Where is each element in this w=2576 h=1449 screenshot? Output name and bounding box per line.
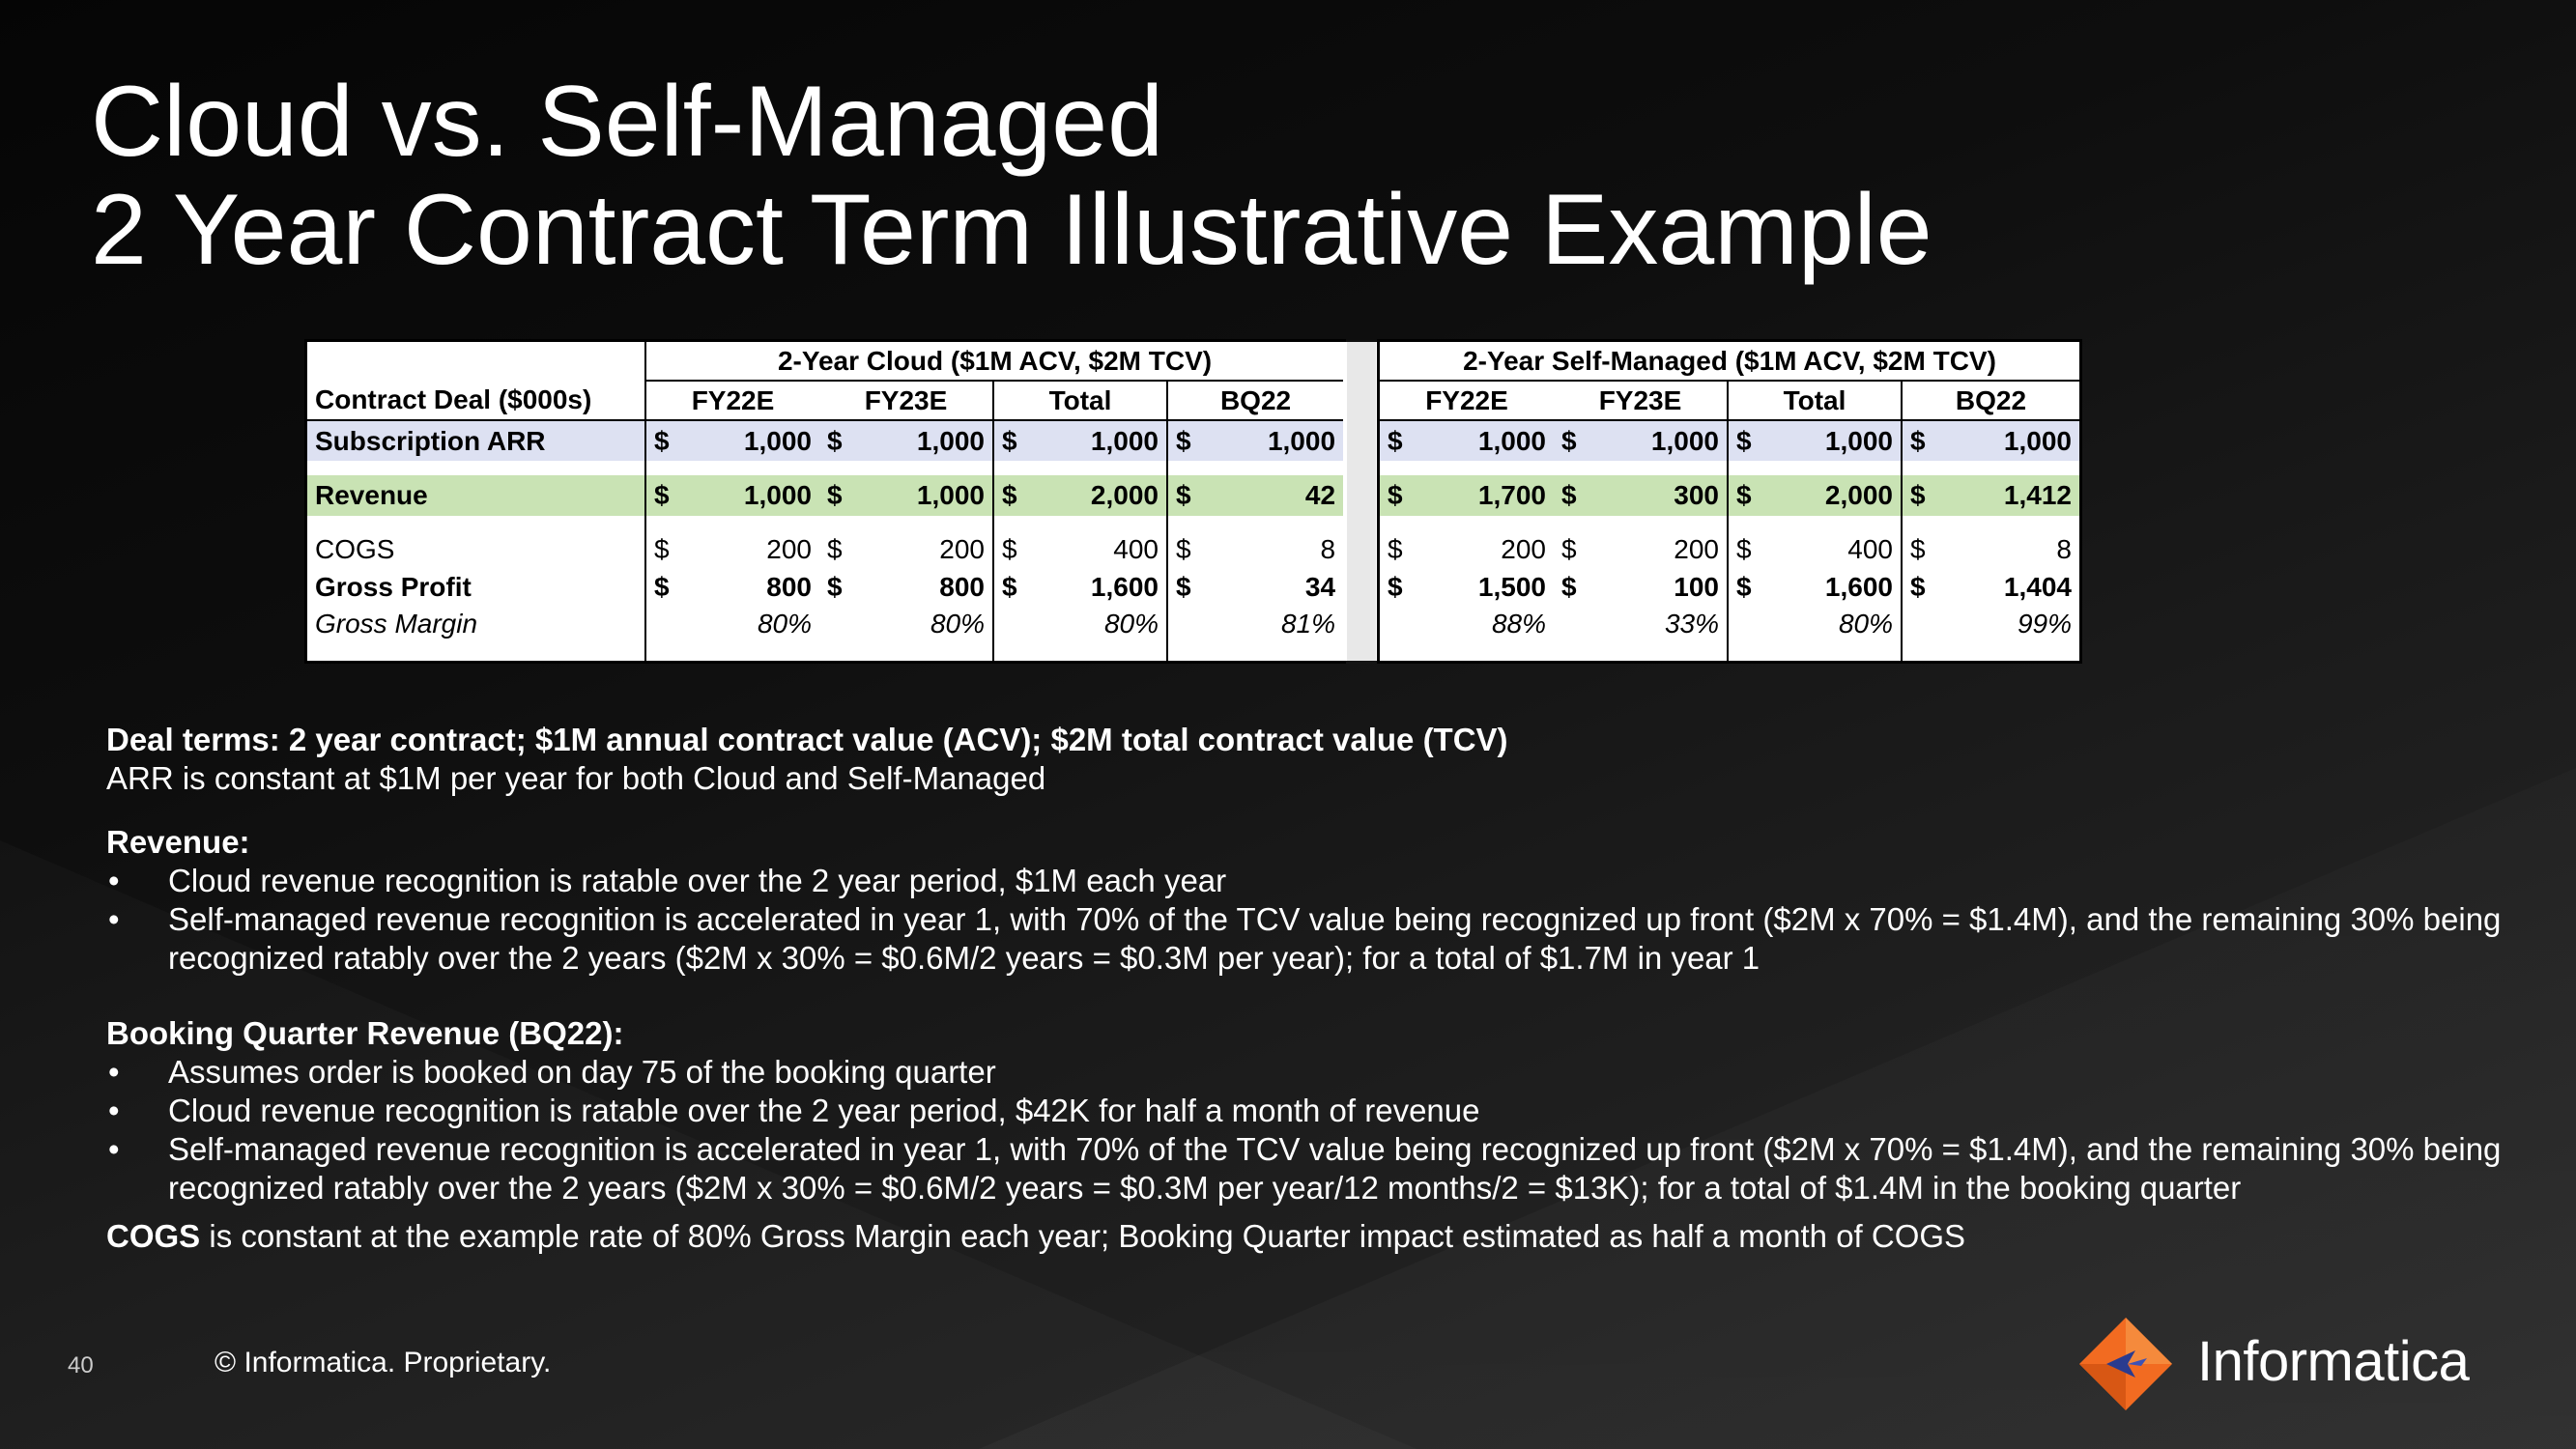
- table-cell: 200: [939, 533, 985, 564]
- table-cell: 8: [2056, 533, 2072, 564]
- cogs-note: COGS is constant at the example rate of …: [106, 1218, 1966, 1254]
- table-cell: 1,600: [1090, 571, 1159, 602]
- list-item: Cloud revenue recognition is ratable ove…: [106, 862, 2522, 900]
- table-cell: 200: [1674, 533, 1719, 564]
- logo-wordmark: Informatica: [2197, 1330, 2470, 1393]
- col-header: Total: [992, 381, 1167, 421]
- informatica-logo: Informatica: [2077, 1310, 2470, 1416]
- table-divider: [1343, 342, 1380, 661]
- table-row: $200 $200 $400 $8: [1380, 529, 2079, 569]
- title-line-2: 2 Year Contract Term Illustrative Exampl…: [91, 174, 1932, 286]
- table-cell: 1,000: [1757, 419, 1902, 462]
- revenue-heading: Revenue:: [106, 824, 250, 860]
- table-row: Revenue $1,000 $1,000 $2,000 $42: [307, 474, 1344, 517]
- table-cell: 1,000: [1409, 419, 1554, 462]
- cloud-table: 2-Year Cloud ($1M ACV, $2M TCV) Contract…: [303, 339, 1347, 664]
- table-cell: 1,000: [848, 419, 993, 462]
- table-cell: 80%: [757, 609, 812, 639]
- table-cell: 42: [1196, 474, 1344, 517]
- table-cell: 1,000: [1931, 419, 2079, 462]
- row-label: COGS: [307, 529, 646, 569]
- row-header-label: Contract Deal ($000s): [307, 381, 646, 421]
- table-cell: 400: [1847, 533, 1893, 564]
- col-header: FY22E: [1380, 381, 1554, 421]
- table-cell: 400: [1113, 533, 1159, 564]
- table-row: Gross Margin 80% 80% 80% 81%: [307, 606, 1343, 643]
- table-cell: 1,412: [1931, 474, 2079, 517]
- col-header: BQ22: [1901, 381, 2079, 421]
- row-label: Gross Margin: [307, 606, 646, 643]
- col-header: FY23E: [1554, 381, 1728, 421]
- table-row: Subscription ARR $1,000 $1,000 $1,000 $1…: [307, 419, 1344, 462]
- table-cell: 2,000: [1022, 474, 1167, 517]
- page-number: 40: [68, 1352, 94, 1378]
- row-label: Revenue: [307, 474, 646, 517]
- table-cell: 1,000: [1022, 419, 1167, 462]
- table-row: 88% 33% 80% 99%: [1380, 606, 2079, 643]
- table-row: $1,500 $100 $1,600 $1,404: [1380, 568, 2079, 607]
- table-cell: 1,000: [674, 474, 819, 517]
- table-cell: 99%: [2017, 609, 2072, 639]
- table-row: $1,700 $300 $2,000 $1,412: [1380, 474, 2079, 517]
- col-header: FY22E: [645, 381, 819, 421]
- list-item: Self-managed revenue recognition is acce…: [106, 900, 2522, 978]
- title-line-1: Cloud vs. Self-Managed: [91, 66, 1163, 178]
- table-cell: 8: [1320, 533, 1336, 564]
- table-cell: 34: [1304, 571, 1336, 602]
- informatica-diamond-logo-icon: [2079, 1318, 2172, 1410]
- table-row: COGS $200 $200 $400 $8: [307, 529, 1343, 569]
- booking-quarter-heading: Booking Quarter Revenue (BQ22):: [106, 1015, 624, 1051]
- table-cell: 80%: [930, 609, 985, 639]
- table-cell: 1,000: [1583, 419, 1728, 462]
- table-cell: 1,500: [1477, 571, 1546, 602]
- table-cell: 1,404: [2003, 571, 2072, 602]
- self-managed-group-header: 2-Year Self-Managed ($1M ACV, $2M TCV): [1380, 342, 2079, 383]
- booking-quarter-bullets: Assumes order is booked on day 75 of the…: [106, 1053, 2522, 1208]
- deal-comparison-table: 2-Year Cloud ($1M ACV, $2M TCV) Contract…: [303, 339, 2082, 664]
- deal-terms-heading: Deal terms: 2 year contract; $1M annual …: [106, 722, 1508, 757]
- table-cell: 80%: [1103, 609, 1159, 639]
- table-cell: 300: [1583, 474, 1728, 517]
- table-row: $1,000 $1,000 $1,000 $1,000: [1380, 419, 2079, 462]
- table-cell: 1,000: [848, 474, 993, 517]
- col-header: Total: [1727, 381, 1902, 421]
- list-item: Cloud revenue recognition is ratable ove…: [106, 1092, 2522, 1130]
- table-cell: 800: [939, 571, 985, 602]
- table-cell: 800: [766, 571, 812, 602]
- table-cell: 33%: [1664, 609, 1719, 639]
- copyright-text: © Informatica. Proprietary.: [215, 1347, 552, 1378]
- table-cell: 88%: [1491, 609, 1546, 639]
- row-label: Gross Profit: [307, 568, 646, 607]
- table-cell: 1,600: [1824, 571, 1893, 602]
- table-cell: 1,700: [1409, 474, 1554, 517]
- revenue-bullets: Cloud revenue recognition is ratable ove…: [106, 862, 2522, 978]
- table-row: Gross Profit $800 $800 $1,600 $34: [307, 568, 1343, 607]
- table-cell: 1,000: [674, 419, 819, 462]
- deal-terms-note: ARR is constant at $1M per year for both…: [106, 760, 1046, 796]
- explanation-body: Deal terms: 2 year contract; $1M annual …: [106, 721, 2522, 1256]
- col-header: FY23E: [819, 381, 993, 421]
- list-item: Self-managed revenue recognition is acce…: [106, 1130, 2522, 1208]
- list-item: Assumes order is booked on day 75 of the…: [106, 1053, 2522, 1092]
- self-managed-table: 2-Year Self-Managed ($1M ACV, $2M TCV) F…: [1377, 339, 2082, 664]
- page-title: Cloud vs. Self-Managed 2 Year Contract T…: [91, 68, 1932, 284]
- table-cell: 200: [766, 533, 812, 564]
- table-cell: 200: [1501, 533, 1546, 564]
- table-cell: 81%: [1280, 609, 1336, 639]
- table-cell: 80%: [1838, 609, 1893, 639]
- col-header: BQ22: [1165, 381, 1344, 421]
- table-cell: 100: [1674, 571, 1719, 602]
- table-cell: 2,000: [1757, 474, 1902, 517]
- row-label: Subscription ARR: [307, 419, 646, 462]
- cloud-group-header: 2-Year Cloud ($1M ACV, $2M TCV): [645, 342, 1344, 383]
- table-cell: 1,000: [1196, 419, 1344, 462]
